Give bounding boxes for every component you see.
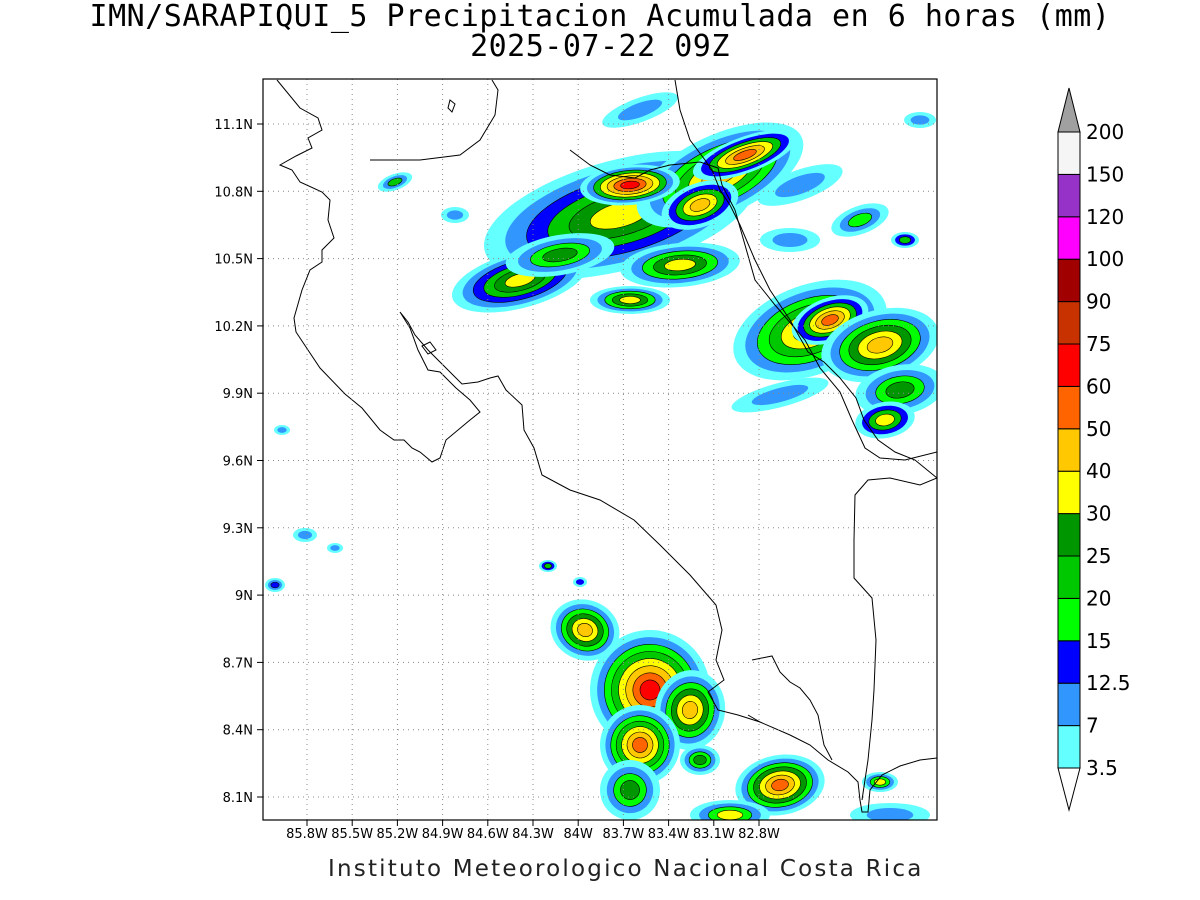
colorbar-segment <box>1057 343 1081 387</box>
lat-tick-label: 10.2N <box>214 320 253 335</box>
lon-tick-label: 82.8W <box>738 827 780 842</box>
colorbar-label: 75 <box>1086 332 1111 356</box>
colorbar-label: 120 <box>1086 205 1124 229</box>
lon-tick-label: 83.1W <box>693 827 735 842</box>
lat-tick-label: 9.9N <box>223 387 253 402</box>
colorbar-label: 3.5 <box>1086 756 1118 780</box>
lon-tick-label: 84.9W <box>422 827 464 842</box>
precip-cell <box>620 242 740 288</box>
lat-tick-label: 8.7N <box>223 656 253 671</box>
lon-tick-label: 85.2W <box>376 827 418 842</box>
title-line-2: 2025-07-22 09Z <box>470 29 730 64</box>
precip-cell <box>757 164 843 206</box>
colorbar-segment <box>1057 682 1081 727</box>
colorbar-label: 7 <box>1086 714 1099 738</box>
lon-tick-label: 85.8W <box>286 827 328 842</box>
precip-cell <box>274 425 290 435</box>
colorbar-label: 20 <box>1086 586 1111 610</box>
colorbar-label: 15 <box>1086 629 1111 653</box>
precip-cell <box>265 578 285 592</box>
colorbar-segment <box>1057 428 1081 472</box>
colorbar-segment <box>1057 258 1081 303</box>
precip-cell <box>573 577 587 587</box>
latitude-labels: 11.1N 10.8N 10.5N 10.2N 9.9N 9.6N 9.3N 9N 8.7N 8.… <box>214 118 263 806</box>
precip-cell <box>850 803 930 820</box>
colorbar-segment <box>1057 597 1081 642</box>
precip-cell <box>590 286 670 314</box>
lon-tick-label: 84W <box>563 827 593 842</box>
colorbar-segment <box>1057 301 1081 345</box>
lat-tick-label: 9.3N <box>223 522 253 537</box>
lon-tick-label: 84.3W <box>512 827 554 842</box>
longitude-labels: 85.8W 85.5W 85.2W 84.9W 84.6W 84.3W 84W 83.7W 83… <box>286 820 780 842</box>
colorbar-under-arrow <box>1057 767 1081 812</box>
map-grid <box>263 79 937 820</box>
precip-cell <box>505 233 615 277</box>
footer-credit: Instituto Meteorologico Nacional Costa R… <box>328 856 924 882</box>
precip-cell <box>377 172 413 192</box>
colorbar-over-arrow <box>1057 87 1081 133</box>
colorbar-label: 60 <box>1086 374 1111 398</box>
precip-cell <box>735 754 825 816</box>
precip-cell <box>692 129 798 181</box>
precip-cell <box>293 528 317 542</box>
map-frame <box>262 78 938 821</box>
colorbar-label: 25 <box>1086 544 1111 568</box>
precip-cell <box>680 745 720 775</box>
colorbar-label: 150 <box>1086 162 1124 186</box>
coastlines <box>276 79 937 813</box>
colorbar-label: 12.5 <box>1086 671 1131 695</box>
lon-tick-label: 83.4W <box>648 827 690 842</box>
precip-cell <box>539 560 557 572</box>
precip-cell <box>690 800 770 820</box>
precip-cell <box>731 377 829 413</box>
lat-tick-label: 9N <box>235 589 253 604</box>
precip-cell <box>891 232 919 248</box>
colorbar-label: 100 <box>1086 247 1124 271</box>
lat-tick-label: 10.5N <box>214 253 253 268</box>
lon-tick-label: 84.6W <box>467 827 509 842</box>
colorbar-segment <box>1057 216 1081 260</box>
colorbar-label: 90 <box>1086 290 1111 314</box>
lon-tick-label: 85.5W <box>331 827 373 842</box>
lat-tick-label: 8.4N <box>223 724 253 739</box>
precip-cell <box>904 112 936 128</box>
colorbar-segment <box>1057 640 1081 684</box>
precip-cell <box>550 599 620 661</box>
lat-tick-label: 11.1N <box>214 118 253 133</box>
lat-tick-label: 9.6N <box>223 455 253 470</box>
colorbar-segment <box>1057 555 1081 599</box>
lat-tick-label: 10.8N <box>214 185 253 200</box>
precip-cell <box>327 543 343 553</box>
precip-cell <box>602 92 678 128</box>
colorbar-segment <box>1057 725 1081 769</box>
colorbar-segment <box>1057 173 1081 218</box>
map-title: IMN/SARAPIQUI_5 Precipitacion Acumulada … <box>0 2 1200 62</box>
lon-tick-label: 83.7W <box>602 827 644 842</box>
title-line-1: IMN/SARAPIQUI_5 Precipitacion Acumulada … <box>89 0 1111 34</box>
colorbar-label: 50 <box>1086 417 1111 441</box>
colorbar: 3.5 7 12.5 15 20 25 30 40 50 60 75 90 100 120 150 200 <box>1057 87 1131 812</box>
colorbar-segment <box>1057 470 1081 515</box>
precip-cell <box>760 228 820 252</box>
colorbar-label: 30 <box>1086 502 1111 526</box>
precip-cell <box>821 307 937 383</box>
colorbar-segment <box>1057 513 1081 557</box>
colorbar-label: 40 <box>1086 459 1111 483</box>
precip-cell <box>600 760 660 820</box>
precip-cell <box>441 207 469 223</box>
colorbar-segment <box>1057 385 1081 430</box>
colorbar-segment <box>1057 131 1081 175</box>
precip-cell <box>855 364 937 416</box>
colorbar-label: 200 <box>1086 120 1124 144</box>
precip-cell <box>580 164 680 206</box>
precip-cell <box>661 180 739 230</box>
precip-cell <box>831 203 889 237</box>
precip-cell <box>600 705 680 785</box>
precip-cell <box>862 772 898 792</box>
precipitation-field <box>265 92 937 820</box>
lat-tick-label: 8.1N <box>223 791 253 806</box>
